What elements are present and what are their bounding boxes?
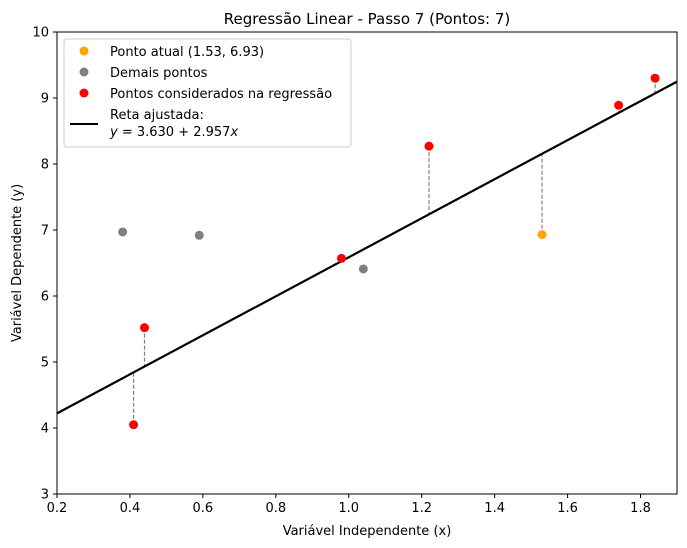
legend-label-other-points: Demais pontos xyxy=(110,66,208,81)
regression-point xyxy=(140,323,150,333)
regression-point xyxy=(650,73,660,83)
regression-point xyxy=(336,253,346,263)
legend-label-regression-points: Pontos considerados na regressão xyxy=(110,87,332,102)
equation-y: y xyxy=(109,125,118,140)
data-points xyxy=(118,73,660,430)
legend: Ponto atual (1.53, 6.93) Demais pontos P… xyxy=(63,38,352,148)
x-tick-label: 1.0 xyxy=(338,501,359,516)
y-tick-label: 9 xyxy=(41,92,49,107)
chart-title: Regressão Linear - Passo 7 (Pontos: 7) xyxy=(224,10,511,28)
x-tick-label: 0.6 xyxy=(193,501,214,516)
x-tick-label: 1.2 xyxy=(411,501,432,516)
regression-line xyxy=(56,80,678,415)
regression-line-group xyxy=(56,80,678,415)
y-tick-label: 10 xyxy=(32,26,49,41)
plot-frame xyxy=(56,31,678,495)
current-point xyxy=(537,230,547,240)
y-axis-label: Variável Dependente (y) xyxy=(10,184,25,342)
axis-ticks: 0.2 0.4 0.6 0.8 1.0 1.2 1.4 1.6 1.8 3 4 5 6 7 8 9 10 xyxy=(32,26,650,517)
x-tick-label: 1.6 xyxy=(557,501,578,516)
other-point xyxy=(358,264,368,274)
legend-label-fitted-line: Reta ajustada: xyxy=(110,108,204,123)
equation-x: x xyxy=(229,125,238,140)
legend-marker-other-points xyxy=(79,67,89,77)
x-tick-label: 1.4 xyxy=(484,501,505,516)
x-tick-label: 0.2 xyxy=(47,501,68,516)
regression-point xyxy=(424,141,434,151)
legend-marker-current-point xyxy=(79,46,89,56)
regression-point xyxy=(129,420,139,430)
legend-frame xyxy=(63,38,352,148)
legend-label-current-point: Ponto atual (1.53, 6.93) xyxy=(110,45,264,60)
equation-body: = 3.630 + 2.957 xyxy=(118,125,231,140)
x-axis-label: Variável Independente (x) xyxy=(283,524,452,539)
y-tick-label: 4 xyxy=(41,422,49,437)
other-point xyxy=(118,227,128,237)
y-tick-label: 6 xyxy=(41,290,49,305)
other-point xyxy=(194,230,204,240)
regression-point xyxy=(614,100,624,110)
legend-label-equation: y = 3.630 + 2.957x xyxy=(109,125,238,140)
y-tick-label: 7 xyxy=(41,224,49,239)
legend-marker-regression-points xyxy=(79,88,89,98)
y-tick-label: 5 xyxy=(41,356,49,371)
x-tick-label: 1.8 xyxy=(630,501,651,516)
x-tick-label: 0.4 xyxy=(120,501,141,516)
x-tick-label: 0.8 xyxy=(265,501,286,516)
y-tick-label: 3 xyxy=(41,488,49,503)
y-tick-label: 8 xyxy=(41,158,49,173)
